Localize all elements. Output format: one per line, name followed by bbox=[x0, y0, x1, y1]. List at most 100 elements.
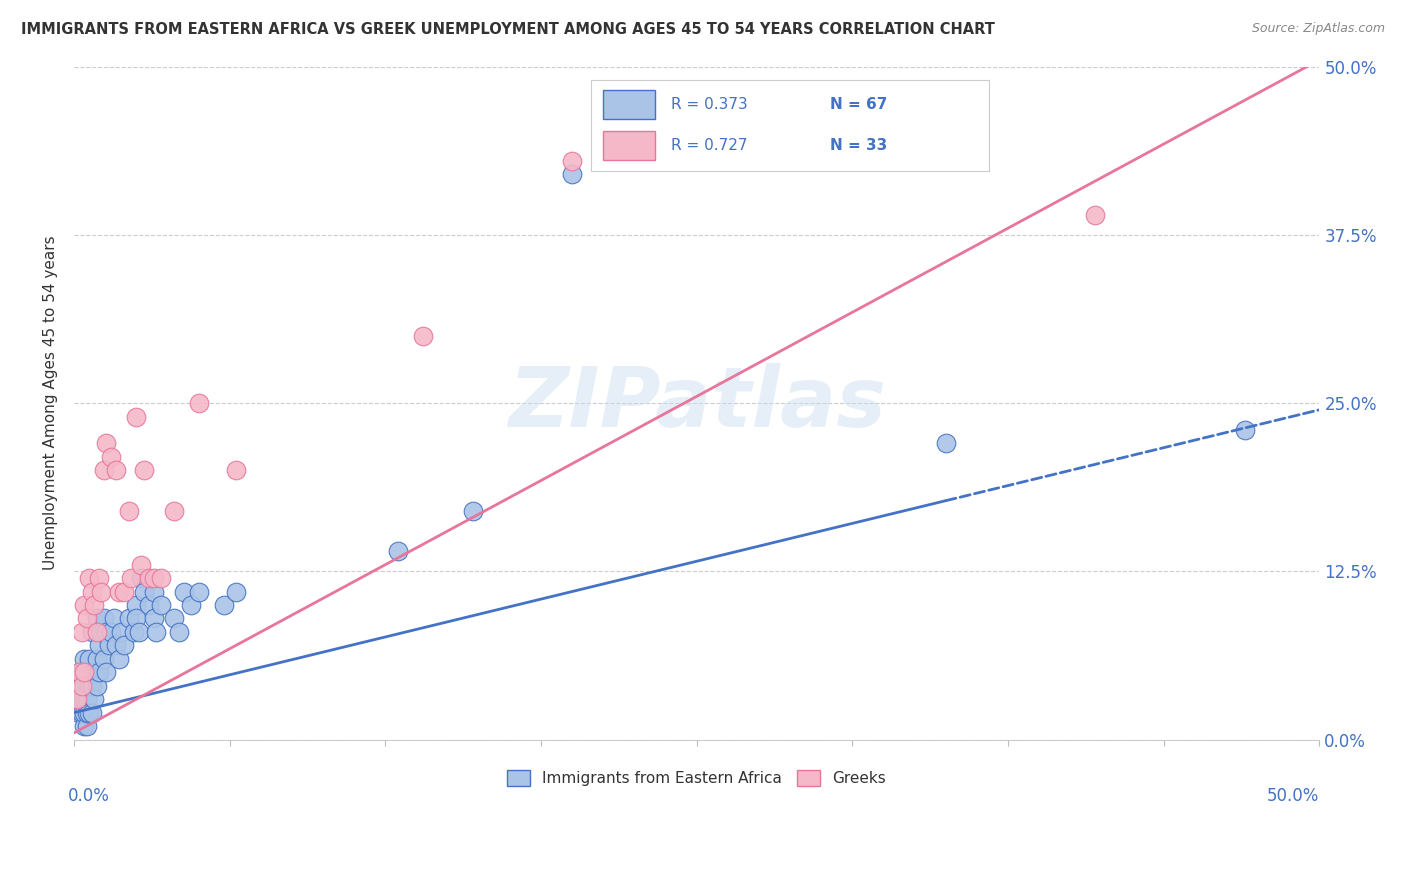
Point bbox=[108, 584, 131, 599]
Point bbox=[70, 679, 93, 693]
Point bbox=[76, 611, 98, 625]
Point bbox=[90, 624, 112, 639]
Point bbox=[83, 598, 105, 612]
Point bbox=[93, 463, 115, 477]
Point bbox=[167, 624, 190, 639]
Point bbox=[132, 463, 155, 477]
Point bbox=[118, 504, 141, 518]
Point bbox=[96, 436, 118, 450]
Point bbox=[90, 584, 112, 599]
Point bbox=[80, 624, 103, 639]
Point bbox=[67, 665, 90, 680]
Point bbox=[120, 571, 142, 585]
Point bbox=[96, 624, 118, 639]
Point bbox=[77, 679, 100, 693]
Point bbox=[86, 679, 108, 693]
Point bbox=[86, 624, 108, 639]
Point bbox=[65, 692, 87, 706]
Point bbox=[67, 692, 90, 706]
Point bbox=[73, 665, 96, 680]
Point bbox=[100, 450, 122, 464]
Point bbox=[65, 692, 87, 706]
Point bbox=[461, 504, 484, 518]
Point bbox=[96, 665, 118, 680]
Point bbox=[67, 706, 90, 720]
Text: 0.0%: 0.0% bbox=[67, 787, 110, 805]
Point bbox=[935, 436, 957, 450]
Point bbox=[131, 571, 153, 585]
Legend: Immigrants from Eastern Africa, Greeks: Immigrants from Eastern Africa, Greeks bbox=[501, 764, 893, 792]
Point bbox=[76, 719, 98, 733]
Point bbox=[65, 679, 87, 693]
Point bbox=[70, 679, 93, 693]
Point bbox=[212, 598, 235, 612]
Point bbox=[105, 638, 128, 652]
Point bbox=[103, 611, 125, 625]
Point bbox=[142, 571, 165, 585]
Text: ZIPatlas: ZIPatlas bbox=[508, 362, 886, 443]
Point bbox=[122, 624, 145, 639]
Point bbox=[73, 692, 96, 706]
Point bbox=[387, 544, 409, 558]
Text: IMMIGRANTS FROM EASTERN AFRICA VS GREEK UNEMPLOYMENT AMONG AGES 45 TO 54 YEARS C: IMMIGRANTS FROM EASTERN AFRICA VS GREEK … bbox=[21, 22, 995, 37]
Point bbox=[163, 611, 186, 625]
Point bbox=[77, 706, 100, 720]
Point bbox=[138, 571, 160, 585]
Point bbox=[83, 692, 105, 706]
Point bbox=[86, 611, 108, 625]
Point bbox=[142, 584, 165, 599]
Y-axis label: Unemployment Among Ages 45 to 54 years: Unemployment Among Ages 45 to 54 years bbox=[44, 235, 58, 570]
Point bbox=[70, 665, 93, 680]
Point bbox=[86, 652, 108, 666]
Text: Source: ZipAtlas.com: Source: ZipAtlas.com bbox=[1251, 22, 1385, 36]
Point bbox=[142, 611, 165, 625]
Point bbox=[83, 665, 105, 680]
Text: 50.0%: 50.0% bbox=[1267, 787, 1319, 805]
Point bbox=[77, 571, 100, 585]
Point bbox=[150, 598, 173, 612]
Point bbox=[100, 624, 122, 639]
Point bbox=[73, 679, 96, 693]
Point bbox=[76, 665, 98, 680]
Point bbox=[225, 463, 247, 477]
Point bbox=[125, 409, 148, 424]
Point bbox=[73, 719, 96, 733]
Point bbox=[70, 706, 93, 720]
Point bbox=[138, 598, 160, 612]
Point bbox=[87, 665, 110, 680]
Point bbox=[225, 584, 247, 599]
Point bbox=[187, 584, 209, 599]
Point bbox=[1084, 208, 1107, 222]
Point bbox=[118, 611, 141, 625]
Point bbox=[67, 665, 90, 680]
Point bbox=[412, 328, 434, 343]
Point bbox=[93, 611, 115, 625]
Point bbox=[70, 624, 93, 639]
Point bbox=[150, 571, 173, 585]
Point bbox=[1233, 423, 1256, 437]
Point bbox=[70, 692, 93, 706]
Point bbox=[112, 638, 135, 652]
Point bbox=[80, 584, 103, 599]
Point bbox=[110, 624, 132, 639]
Point bbox=[87, 638, 110, 652]
Point bbox=[145, 624, 167, 639]
Point bbox=[76, 692, 98, 706]
Point bbox=[80, 706, 103, 720]
Point bbox=[173, 584, 195, 599]
Point bbox=[73, 652, 96, 666]
Point bbox=[73, 706, 96, 720]
Point bbox=[108, 652, 131, 666]
Point bbox=[163, 504, 186, 518]
Point bbox=[131, 558, 153, 572]
Point bbox=[77, 652, 100, 666]
Point bbox=[125, 611, 148, 625]
Point bbox=[76, 706, 98, 720]
Point bbox=[80, 679, 103, 693]
Point bbox=[112, 584, 135, 599]
Point bbox=[561, 167, 583, 181]
Point bbox=[73, 598, 96, 612]
Point bbox=[128, 624, 150, 639]
Point bbox=[105, 463, 128, 477]
Point bbox=[125, 598, 148, 612]
